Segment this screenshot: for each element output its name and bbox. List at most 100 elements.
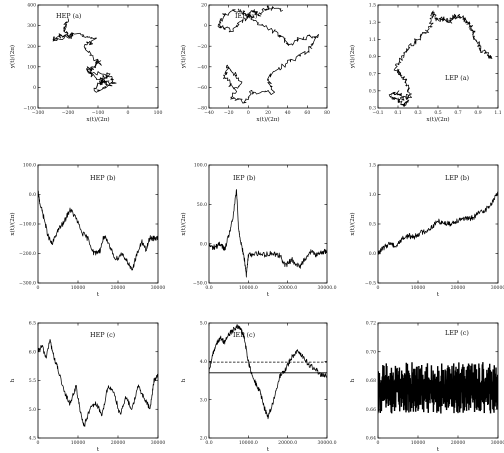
y-tick-label: 0.72 [366, 321, 376, 327]
y-tick-label: −200.0 [19, 251, 36, 257]
panel-title: IEP (c) [233, 331, 255, 339]
x-tick-label: 40 [285, 110, 291, 116]
panel-title: IEP (b) [233, 174, 256, 182]
y-tick-label: −40 [197, 64, 207, 70]
x-tick-label: −40 [204, 110, 214, 116]
panel-title: IEP (a) [235, 12, 257, 20]
y-axis-label: x(t)/(2π) [180, 212, 187, 235]
plot-frame [37, 164, 159, 284]
x-tick-label: 20000 [111, 440, 126, 446]
panel-title: HEP (b) [90, 174, 116, 182]
x-tick-label: 10000 [71, 285, 86, 291]
series-line [38, 339, 158, 427]
x-tick-label: 20 [265, 110, 271, 116]
plot-area [38, 190, 158, 271]
y-tick-label: 0.0 [29, 192, 36, 198]
x-tick-label: −300 [32, 110, 45, 116]
series-line [378, 191, 498, 255]
panel-title: LEP (c) [445, 329, 469, 337]
x-tick-label: 10000.0 [239, 440, 258, 446]
y-tick-label: 0.68 [366, 378, 376, 384]
x-tick-label: 0.0 [205, 285, 212, 291]
series-line [209, 189, 327, 278]
x-axis-label: t [437, 447, 440, 453]
series-line [217, 5, 319, 104]
plot-frame [208, 322, 328, 439]
x-tick-label: 60 [304, 110, 310, 116]
y-tick-label: −100 [23, 106, 36, 112]
panel-8: 0.0 10000.0 20000.0 30000.0 2.0 3.0 4.0 5.0 t h IE… [181, 321, 337, 453]
y-tick-label: 0.5 [369, 222, 376, 228]
plot-frame [37, 4, 159, 109]
y-tick-label: 0.9 [369, 54, 376, 60]
x-tick-label: 0 [37, 440, 40, 446]
y-tick-label: −300.0 [19, 281, 36, 287]
y-tick-label: 1.3 [369, 20, 376, 26]
plot-area [378, 191, 498, 255]
x-tick-label: 20000.0 [278, 440, 297, 446]
y-tick-label: −60 [197, 85, 207, 91]
plot-area [378, 362, 498, 414]
x-tick-label: 0 [377, 440, 380, 446]
plot-area [388, 10, 493, 108]
x-tick-label: 0.1 [394, 110, 401, 116]
y-tick-label: 1.1 [369, 37, 376, 43]
y-tick-label: 5.5 [29, 378, 36, 384]
y-tick-label: 0.64 [366, 436, 376, 442]
series-line [388, 10, 493, 108]
series-line [38, 190, 158, 271]
plot-frame [208, 4, 328, 109]
y-tick-label: −100.0 [19, 222, 36, 228]
y-axis-label: y(t)/(2π) [9, 45, 16, 69]
y-tick-label: 50.0 [197, 202, 207, 208]
x-tick-label: 0 [37, 285, 40, 291]
y-axis-label: y(t)/(2π) [180, 45, 187, 69]
plot-frame [37, 322, 159, 439]
y-tick-label: 0.0 [200, 241, 207, 247]
x-tick-label: 0 [377, 285, 380, 291]
panel-6: 0 10000 20000 30000 −0.5 0.0 0.5 1.0 1.5 t x(t)/(2… [349, 163, 504, 298]
x-axis-label: x(t)/(2π) [86, 116, 109, 123]
y-axis-label: h [350, 378, 356, 382]
y-tick-label: 1.5 [369, 163, 376, 169]
y-tick-label: 0.3 [369, 106, 376, 112]
y-tick-label: 300 [27, 23, 36, 29]
x-tick-label: 1.1 [494, 110, 501, 116]
y-tick-label: −50.0 [193, 281, 207, 287]
y-tick-label: 0 [204, 23, 207, 29]
x-tick-label: 0 [127, 110, 130, 116]
x-axis-label: t [97, 447, 100, 453]
y-tick-label: −0.5 [365, 281, 376, 287]
panel-7: 0 10000 20000 30000 4.5 5.0 5.5 6.0 6.5 t h HEP (c) [10, 321, 165, 453]
x-tick-label: 0.5 [434, 110, 441, 116]
y-axis-label: x(t)/(2π) [349, 212, 356, 235]
x-tick-label: 0 [247, 110, 250, 116]
y-tick-label: 0.70 [366, 349, 376, 355]
panel-title: HEP (c) [90, 331, 115, 339]
y-axis-label: y(t)/(2π) [349, 45, 356, 69]
x-tick-label: −20 [224, 110, 234, 116]
y-tick-label: 0.5 [369, 88, 376, 94]
y-tick-label: 0.7 [369, 71, 376, 77]
panel-3: −0.1 0.1 0.3 0.5 0.7 0.9 1.1 0.3 0.5 0.7 0.9 1.1 1.3… [349, 3, 502, 123]
panel-9: 0 10000 20000 30000 0.64 0.66 0.68 0.70 0.72 t h LE… [350, 321, 504, 453]
y-tick-label: −80 [197, 106, 207, 112]
x-tick-label: 20000 [111, 285, 126, 291]
y-tick-label: 2.0 [200, 436, 207, 442]
y-tick-label: 6.5 [29, 321, 36, 327]
plot-area [52, 18, 117, 93]
x-tick-label: 30000.0 [318, 440, 337, 446]
panel-title: LEP (b) [445, 174, 469, 182]
y-tick-label: 3.0 [200, 397, 207, 403]
y-tick-label: 400 [27, 3, 36, 9]
x-tick-label: 0.0 [205, 440, 212, 446]
x-tick-label: 80 [324, 110, 330, 116]
y-tick-label: 100.0 [194, 163, 207, 169]
plot-area [38, 339, 158, 427]
panel-2: −40 −20 0 20 40 60 80−80−60−40−20020x(t)/(2π)y… [180, 3, 330, 123]
series-line [52, 18, 117, 93]
x-axis-label: t [97, 292, 100, 298]
x-tick-label: 20000.0 [278, 285, 297, 291]
y-tick-label: 1.5 [369, 3, 376, 9]
